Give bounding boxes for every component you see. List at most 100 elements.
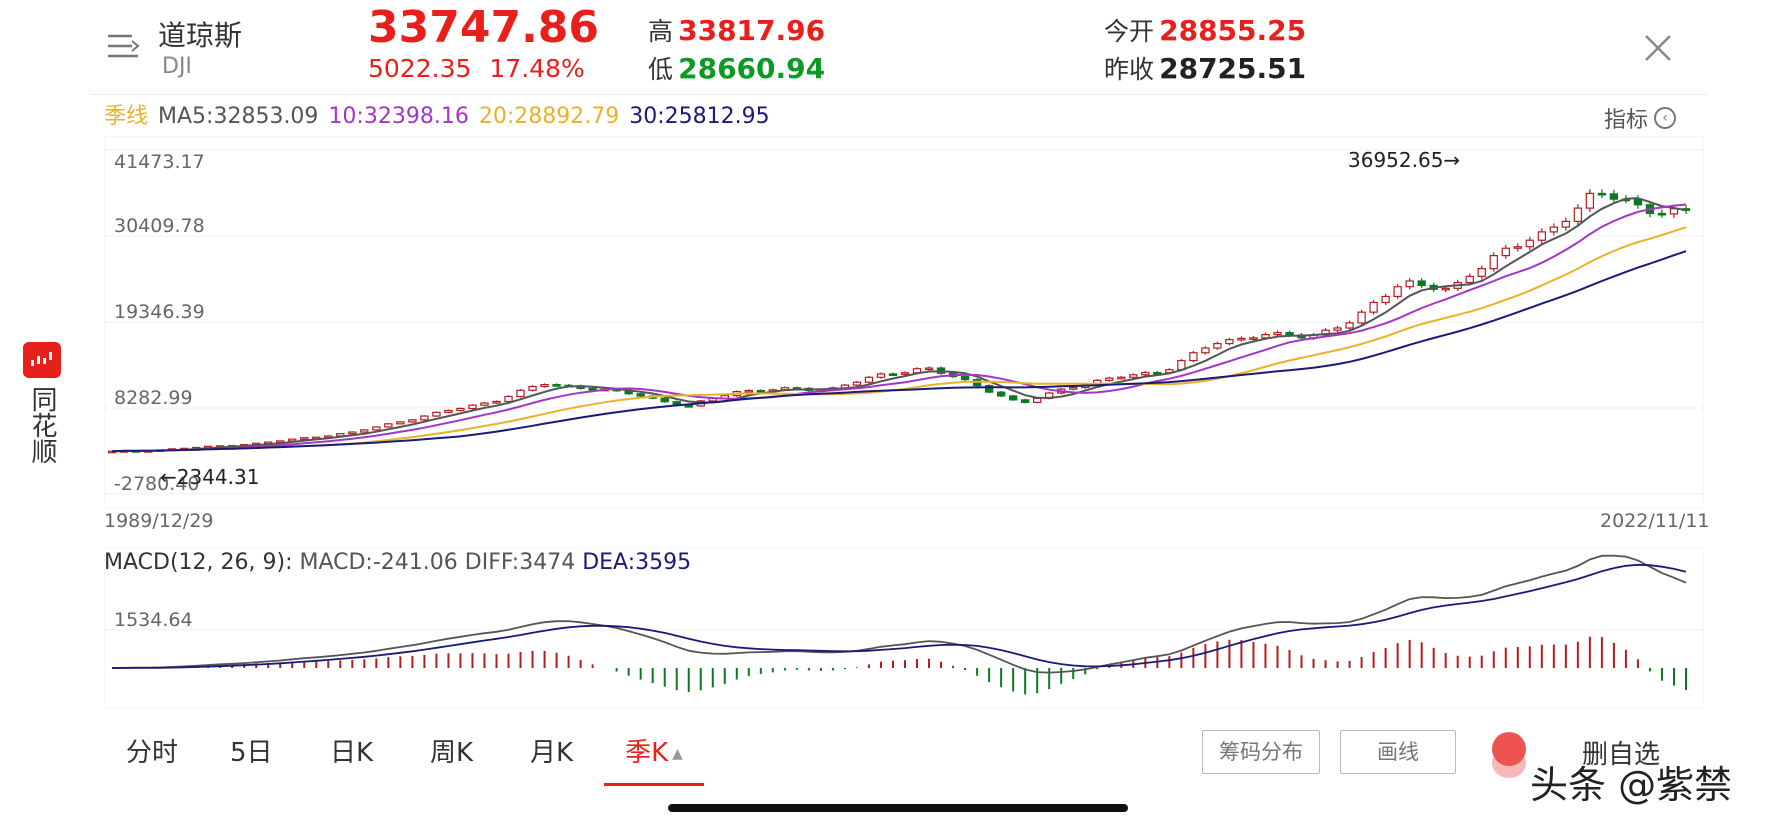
- candle-body: [1477, 268, 1486, 277]
- macd-y-tick: 1534.64: [114, 609, 193, 631]
- change-percent: 17.48%: [489, 54, 585, 83]
- candle-body: [1657, 212, 1667, 216]
- change-value: 5022.35: [368, 54, 472, 83]
- draw-line-button[interactable]: 画线: [1340, 730, 1456, 774]
- candle-body: [1393, 286, 1402, 298]
- y-tick-label: 19346.39: [114, 301, 205, 323]
- candle-body: [348, 431, 357, 435]
- candle-body: [660, 397, 669, 403]
- low-value: 28660.94: [678, 52, 826, 85]
- tab-quarterly-k[interactable]: 季K ▲: [604, 730, 704, 786]
- tab-5day[interactable]: 5日: [230, 738, 273, 768]
- candle-body: [888, 373, 898, 377]
- high-field: 高 33817.96: [648, 12, 825, 48]
- tab-intraday[interactable]: 分时: [126, 738, 179, 768]
- candle-body: [588, 387, 597, 391]
- active-tab-underline: [604, 783, 704, 786]
- candle-body: [756, 389, 766, 393]
- brand-sidebar[interactable]: 同花顺: [22, 342, 62, 464]
- stock-name: 道琼斯: [158, 19, 243, 52]
- y-tick-label: 8282.99: [114, 387, 193, 409]
- macd-legend: MACD(12, 26, 9): MACD:-241.06 DIFF:3474 …: [104, 550, 691, 575]
- candle-body: [1008, 395, 1018, 401]
- candle-body: [468, 404, 477, 410]
- ma20-line: [111, 226, 1687, 453]
- remove-favorite-button[interactable]: 删自选: [1582, 740, 1661, 770]
- macd-chart[interactable]: 1534.64: [104, 548, 1704, 708]
- candle-body: [1489, 255, 1498, 270]
- tab-weekly-k[interactable]: 周K: [430, 738, 474, 768]
- candle-body: [516, 389, 525, 398]
- chevron-left-circle-icon: ‹: [1654, 107, 1677, 129]
- home-indicator[interactable]: [668, 804, 1128, 812]
- candle-body: [636, 393, 645, 397]
- dea-value: DEA:3595: [582, 550, 692, 575]
- candle-body: [852, 381, 862, 386]
- close-icon[interactable]: [1640, 30, 1676, 66]
- open-value: 28855.25: [1159, 14, 1307, 47]
- candle-body: [1069, 386, 1078, 390]
- ma5-value: MA5:32853.09: [158, 104, 319, 129]
- candle-body: [1417, 280, 1426, 287]
- candle-body: [1501, 247, 1510, 257]
- current-price: 33747.86: [368, 2, 600, 53]
- low-field: 低 28660.94: [648, 50, 825, 86]
- triangle-up-icon: ▲: [672, 745, 683, 762]
- dea-line: [112, 563, 1687, 669]
- candle-body: [384, 423, 393, 428]
- candle-body: [1405, 280, 1414, 288]
- candle-body: [900, 372, 910, 375]
- candle-body: [1032, 397, 1042, 403]
- tab-daily-k[interactable]: 日K: [330, 738, 374, 768]
- candle-body: [552, 384, 561, 387]
- menu-icon[interactable]: [106, 32, 140, 62]
- ma5-line: [111, 197, 1687, 453]
- ma-legend: 季线 MA5:32853.09 10:32398.16 20:28892.79 30:2…: [104, 98, 780, 130]
- candle-body: [1573, 207, 1583, 222]
- candle-body: [1381, 295, 1390, 304]
- candle-body: [1525, 239, 1534, 248]
- indicator-label: 指标: [1604, 108, 1649, 133]
- candle-body: [1237, 337, 1246, 341]
- indicator-button[interactable]: 指标 ‹: [1604, 102, 1677, 134]
- candle-body: [1561, 220, 1571, 228]
- candle-body: [876, 373, 886, 378]
- candle-body: [1225, 339, 1234, 345]
- ma10-value: 10:32398.16: [328, 104, 469, 129]
- macd-params: MACD(12, 26, 9):: [104, 550, 293, 575]
- candle-body: [1609, 193, 1619, 200]
- candle-body: [1141, 371, 1150, 376]
- candle-body: [1201, 347, 1210, 354]
- candle-body: [684, 404, 693, 408]
- favorite-icon[interactable]: [1492, 732, 1526, 766]
- ma20-value: 20:28892.79: [478, 104, 620, 129]
- candle-body: [456, 407, 465, 412]
- price-change: 5022.35 17.48%: [368, 54, 603, 83]
- candle-body: [1189, 352, 1198, 362]
- candle-body: [1441, 287, 1450, 291]
- candle-body: [1585, 192, 1595, 209]
- prev-close-field: 昨收 28725.51: [1104, 50, 1306, 86]
- candle-body: [288, 438, 297, 442]
- candle-body: [1357, 311, 1366, 324]
- candle-body: [1597, 192, 1607, 196]
- macd-value: MACD:-241.06: [299, 550, 458, 575]
- candle-body: [480, 402, 489, 406]
- chip-distribution-button[interactable]: 筹码分布: [1202, 730, 1320, 774]
- candle-body: [1117, 376, 1126, 380]
- ma30-line: [111, 250, 1687, 453]
- candlestick-chart[interactable]: 41473.17 30409.78 19346.39 8282.99 -2780.40 3…: [104, 136, 1704, 508]
- candle-body: [960, 375, 970, 381]
- prev-close-label: 昨收: [1104, 55, 1155, 84]
- candle-body: [924, 367, 934, 371]
- tab-monthly-k[interactable]: 月K: [530, 738, 574, 768]
- candle-body: [1153, 371, 1162, 375]
- stock-code: DJI: [162, 54, 192, 79]
- candle-body: [492, 400, 501, 404]
- candle-body: [1465, 275, 1474, 284]
- open-field: 今开 28855.25: [1104, 12, 1306, 48]
- candle-body: [1537, 231, 1546, 241]
- end-date-label: 2022/11/11: [1600, 510, 1710, 532]
- candle-body: [1129, 374, 1138, 378]
- candle-body: [996, 391, 1006, 397]
